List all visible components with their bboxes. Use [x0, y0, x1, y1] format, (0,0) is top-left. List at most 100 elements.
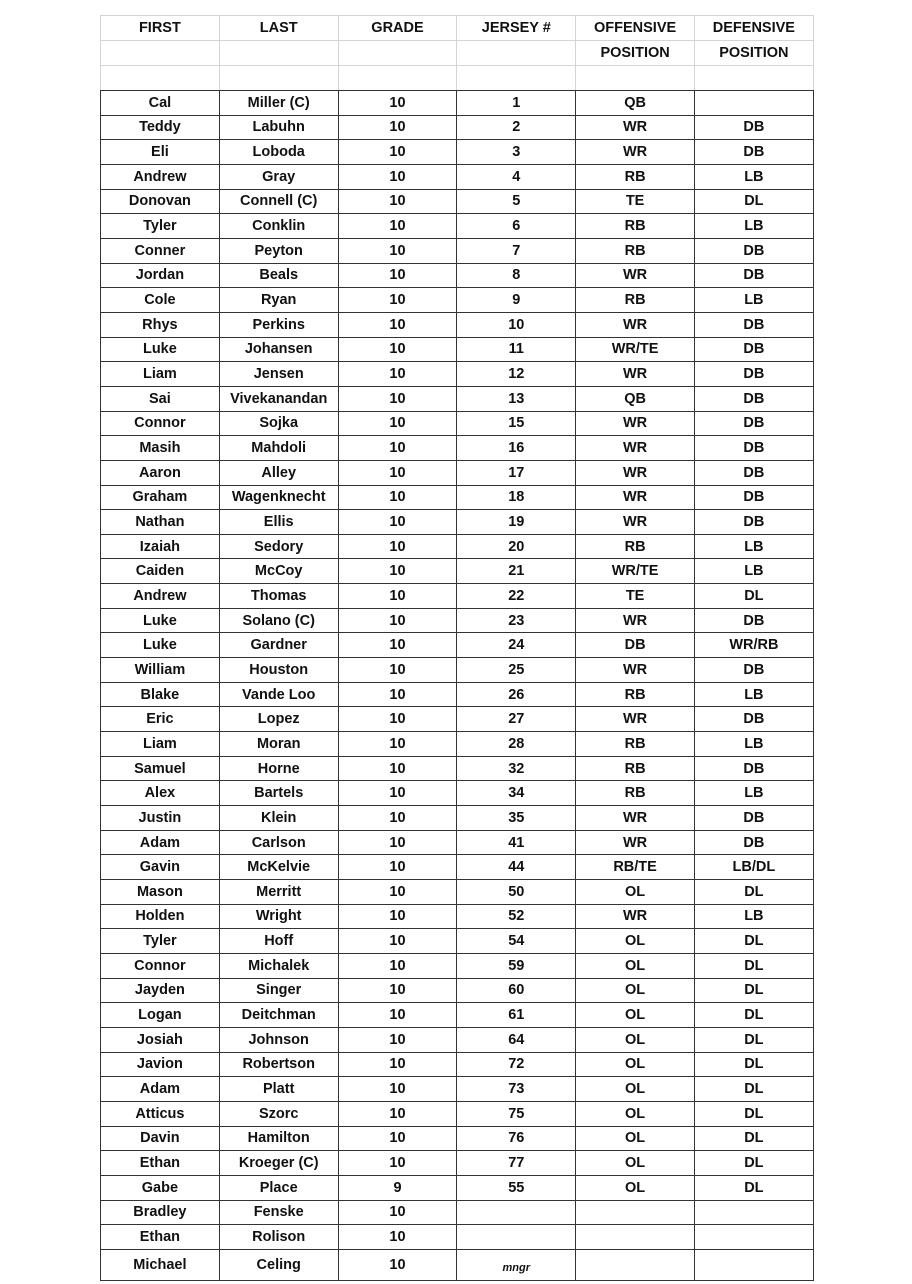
table-row: Luke Solano (C) 10 23 WR DB	[100, 607, 814, 634]
first-cell: Michael	[100, 1248, 220, 1281]
first-cell: Aaron	[100, 459, 220, 486]
table-row: Javion Robertson 10 72 OL DL	[100, 1051, 814, 1078]
header-row: POSITION POSITION	[100, 40, 814, 66]
last-cell: Wright	[218, 903, 339, 930]
grade-cell: 10	[337, 854, 458, 880]
table-row: Teddy Labuhn 10 2 WR DB	[100, 114, 814, 141]
offensive-position-cell: OL	[575, 1026, 695, 1053]
jersey-cell: 13	[456, 385, 577, 412]
last-cell: Alley	[218, 459, 339, 486]
grade-cell: 10	[337, 435, 458, 461]
offensive-position-cell: WR	[575, 903, 695, 930]
defensive-position-cell: DB	[693, 459, 814, 486]
grade-cell: 10	[337, 336, 458, 363]
last-cell: Moran	[218, 731, 339, 757]
first-cell: Conner	[100, 237, 220, 264]
table-row: Donovan Connell (C) 10 5 TE DL	[100, 188, 814, 215]
defensive-position-cell: DL	[693, 188, 814, 215]
defensive-position-cell: DB	[693, 237, 814, 264]
offensive-position-cell: WR	[575, 657, 695, 683]
last-cell: Vande Loo	[218, 681, 339, 708]
defensive-position-cell: DL	[693, 928, 814, 954]
jersey-cell: 72	[456, 1051, 577, 1078]
first-cell: Adam	[100, 1076, 220, 1102]
offensive-position-cell: DB	[575, 632, 695, 659]
offensive-position-cell: QB	[575, 90, 695, 116]
jersey-cell: 9	[456, 287, 577, 313]
jersey-cell: 8	[456, 262, 577, 289]
table-row: William Houston 10 25 WR DB	[100, 657, 814, 683]
first-cell: Eric	[100, 706, 220, 733]
first-cell: Connor	[100, 410, 220, 437]
table-row: Michael Celing 10 mngr	[100, 1248, 814, 1281]
grade-cell: 10	[337, 829, 458, 856]
first-cell: Ethan	[100, 1150, 220, 1176]
last-cell: Conklin	[218, 213, 339, 239]
defensive-position-cell: DB	[693, 657, 814, 683]
jersey-cell: 21	[456, 558, 577, 585]
table-row: Gavin McKelvie 10 44 RB/TE LB/DL	[100, 854, 814, 880]
grade-cell: 10	[337, 459, 458, 486]
table-row: Luke Gardner 10 24 DB WR/RB	[100, 632, 814, 659]
defensive-position-cell: DB	[693, 311, 814, 338]
first-cell: Jayden	[100, 977, 220, 1004]
jersey-cell: 55	[456, 1174, 577, 1201]
table-row: Cal Miller (C) 10 1 QB	[100, 90, 814, 116]
table-row: Samuel Horne 10 32 RB DB	[100, 755, 814, 782]
table-row: Cole Ryan 10 9 RB LB	[100, 287, 814, 313]
offensive-position-cell: WR	[575, 311, 695, 338]
defensive-position-cell: DL	[693, 952, 814, 979]
jersey-cell: 6	[456, 213, 577, 239]
last-cell: Sojka	[218, 410, 339, 437]
first-cell: Luke	[100, 607, 220, 634]
grade-cell: 10	[337, 903, 458, 930]
grade-cell: 10	[337, 1224, 458, 1250]
last-cell: Deitchman	[218, 1002, 339, 1028]
defensive-position-cell: DL	[693, 1076, 814, 1102]
defensive-position-cell: LB	[693, 163, 814, 190]
last-cell	[218, 65, 339, 91]
first-cell: Cal	[100, 90, 220, 116]
table-row: Liam Jensen 10 12 WR DB	[100, 361, 814, 387]
first-cell: Andrew	[100, 163, 220, 190]
defensive-position-cell: DB	[693, 706, 814, 733]
first-cell: Teddy	[100, 114, 220, 141]
jersey-cell: 11	[456, 336, 577, 363]
last-cell: Johnson	[218, 1026, 339, 1053]
last-cell: Houston	[218, 657, 339, 683]
offensive-position-cell: OL	[575, 1174, 695, 1201]
first-cell: Samuel	[100, 755, 220, 782]
table-row: Izaiah Sedory 10 20 RB LB	[100, 533, 814, 560]
jersey-cell: 3	[456, 139, 577, 165]
last-cell: Rolison	[218, 1224, 339, 1250]
jersey-cell: 4	[456, 163, 577, 190]
grade-cell: 10	[337, 188, 458, 215]
grade-cell	[337, 40, 458, 66]
jersey-cell: 7	[456, 237, 577, 264]
last-cell: Michalek	[218, 952, 339, 979]
offensive-position-cell: RB	[575, 780, 695, 807]
jersey-cell: 73	[456, 1076, 577, 1102]
defensive-position-cell: DB	[693, 509, 814, 535]
first-cell: Javion	[100, 1051, 220, 1078]
table-row: Tyler Conklin 10 6 RB LB	[100, 213, 814, 239]
jersey-cell	[456, 65, 577, 91]
defensive-position-cell	[693, 1248, 814, 1281]
grade-cell: 10	[337, 805, 458, 831]
defensive-position-cell: LB	[693, 681, 814, 708]
defensive-position-cell: LB	[693, 558, 814, 585]
last-cell: Szorc	[218, 1100, 339, 1127]
offensive-position-cell: OL	[575, 1002, 695, 1028]
defensive-position-cell: DL	[693, 879, 814, 905]
grade-cell: 10	[337, 509, 458, 535]
defensive-position-cell: DB	[693, 484, 814, 511]
last-cell: Gardner	[218, 632, 339, 659]
table-row: Justin Klein 10 35 WR DB	[100, 805, 814, 831]
defensive-position-cell: DB	[693, 805, 814, 831]
table-row: Jayden Singer 10 60 OL DL	[100, 977, 814, 1004]
grade-cell: 10	[337, 139, 458, 165]
grade-cell: 10	[337, 1150, 458, 1176]
first-cell: Bradley	[100, 1199, 220, 1226]
first-cell: Josiah	[100, 1026, 220, 1053]
jersey-cell: 34	[456, 780, 577, 807]
